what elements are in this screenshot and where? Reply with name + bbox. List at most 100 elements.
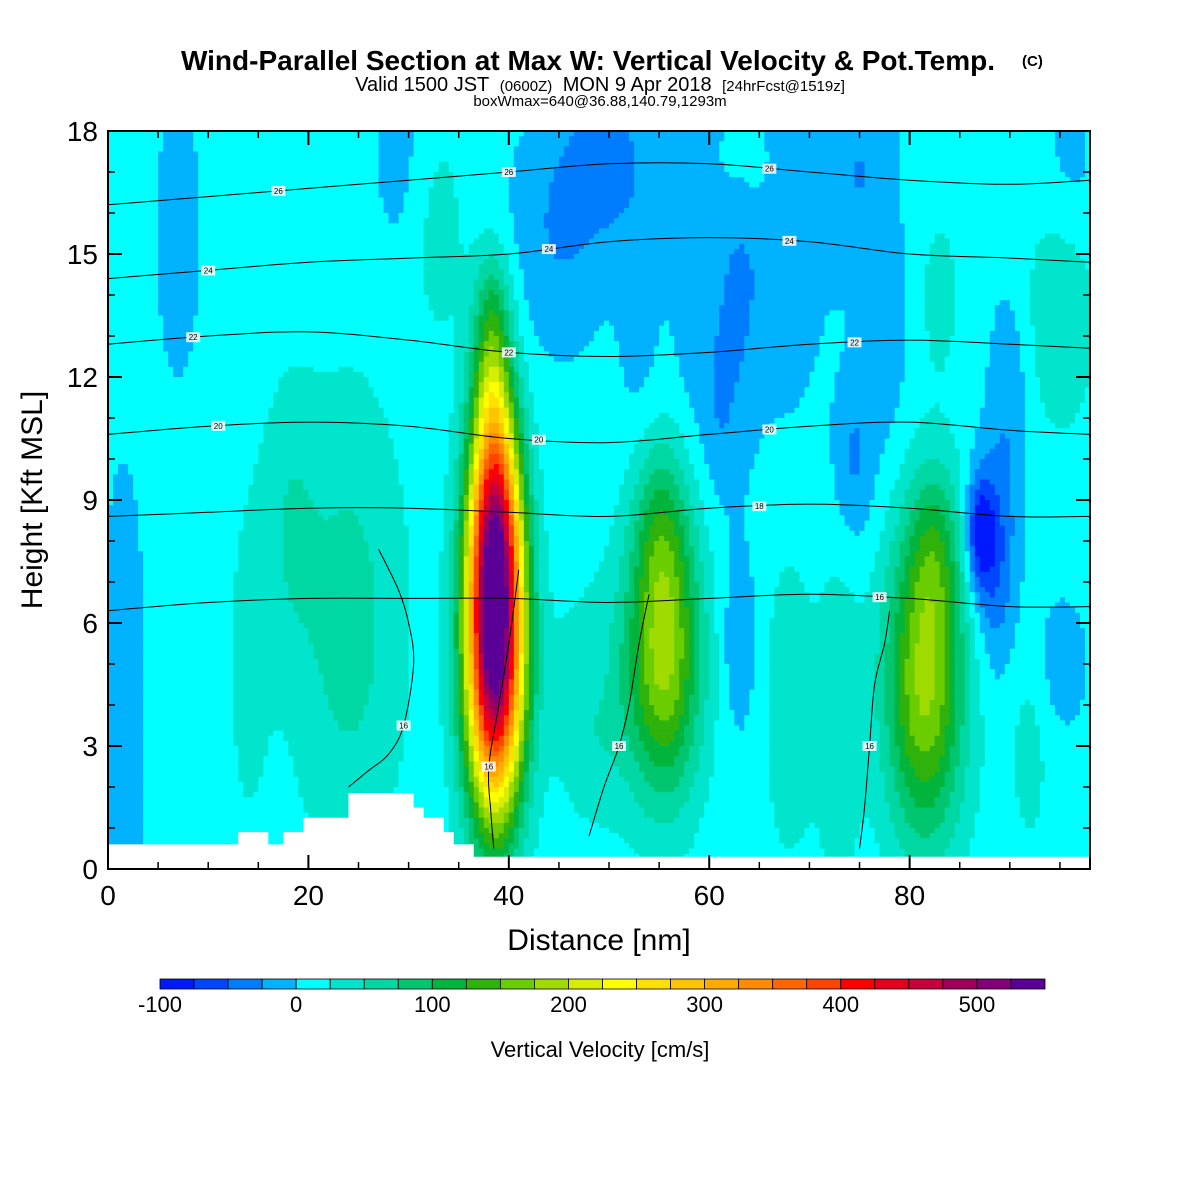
velocity-cell	[568, 141, 635, 147]
velocity-cell	[919, 638, 936, 645]
velocity-cell	[458, 443, 465, 450]
velocity-cell	[488, 448, 500, 455]
velocity-cell	[954, 587, 961, 593]
velocity-cell	[513, 807, 520, 814]
velocity-cell	[473, 443, 480, 450]
velocity-cell	[954, 781, 966, 788]
velocity-cell	[523, 817, 530, 824]
velocity-cell	[503, 505, 510, 511]
velocity-cell	[118, 464, 129, 470]
velocity-cell	[488, 346, 495, 352]
velocity-cell	[518, 756, 525, 762]
velocity-cell	[824, 325, 846, 332]
velocity-cell	[513, 366, 520, 373]
velocity-cell	[468, 597, 475, 604]
velocity-cell	[273, 730, 284, 737]
velocity-cell	[378, 151, 415, 158]
velocity-cell	[984, 382, 1026, 388]
velocity-cell	[934, 694, 946, 701]
velocity-cell	[699, 597, 705, 604]
velocity-cell	[639, 684, 650, 691]
velocity-cell	[138, 546, 239, 552]
velocity-cell	[588, 238, 906, 245]
velocity-cell	[468, 535, 475, 542]
velocity-cell	[243, 505, 284, 511]
velocity-cell	[108, 223, 159, 229]
velocity-cell	[684, 597, 695, 604]
velocity-cell	[714, 356, 745, 363]
velocity-cell	[894, 484, 911, 491]
velocity-cell	[108, 617, 144, 624]
velocity-cell	[468, 397, 475, 404]
velocity-cell	[378, 136, 415, 142]
velocity-cell	[288, 484, 304, 491]
velocity-cell	[453, 602, 460, 609]
velocity-cell	[483, 756, 490, 762]
velocity-cell	[854, 592, 866, 598]
velocity-cell	[744, 525, 851, 532]
velocity-cell	[859, 453, 881, 460]
velocity-cell	[704, 561, 715, 568]
velocity-cell	[954, 443, 976, 450]
velocity-cell	[498, 295, 505, 301]
velocity-cell	[644, 628, 650, 634]
velocity-cell	[498, 464, 505, 470]
velocity-cell	[989, 623, 1001, 629]
velocity-cell	[839, 366, 906, 373]
velocity-cell	[483, 407, 490, 414]
velocity-cell	[959, 602, 966, 609]
velocity-cell	[503, 382, 510, 388]
velocity-cell	[408, 561, 440, 568]
velocity-cell	[538, 464, 630, 470]
velocity-cell	[503, 751, 510, 757]
velocity-cell	[884, 771, 896, 778]
velocity-cell	[108, 766, 144, 773]
velocity-cell	[979, 459, 1011, 465]
velocity-cell	[248, 489, 289, 496]
velocity-cell	[979, 494, 986, 501]
velocity-cell	[909, 587, 916, 593]
velocity-cell	[1014, 756, 1041, 762]
velocity-cell	[538, 510, 545, 516]
velocity-cell	[468, 653, 475, 660]
velocity-cell	[629, 571, 635, 578]
velocity-cell	[498, 361, 505, 368]
velocity-cell	[969, 694, 981, 701]
velocity-cell	[548, 228, 600, 235]
velocity-cell	[108, 443, 259, 450]
velocity-cell	[468, 361, 475, 368]
velocity-cell	[468, 684, 475, 691]
velocity-cell	[644, 515, 655, 522]
velocity-cell	[964, 699, 971, 706]
velocity-cell	[528, 812, 545, 819]
velocity-cell	[674, 530, 685, 537]
velocity-cell	[108, 459, 259, 465]
velocity-cell	[974, 469, 1011, 475]
velocity-cell	[528, 689, 535, 696]
velocity-cell	[483, 689, 490, 696]
velocity-cell	[473, 464, 480, 470]
velocity-cell	[974, 582, 981, 588]
velocity-cell	[238, 541, 284, 547]
velocity-cell	[1014, 525, 1026, 532]
velocity-cell	[478, 325, 485, 332]
velocity-cell	[498, 341, 505, 347]
velocity-cell	[654, 617, 675, 624]
velocity-cell	[503, 715, 510, 721]
velocity-cell	[513, 274, 525, 281]
velocity-cell	[473, 720, 480, 727]
velocity-cell	[994, 515, 1001, 522]
velocity-cell	[724, 284, 755, 291]
velocity-cell	[679, 489, 690, 496]
velocity-cell	[654, 489, 670, 496]
velocity-cell	[108, 756, 144, 762]
velocity-cell	[468, 587, 475, 593]
velocity-cell	[609, 648, 620, 655]
velocity-cell	[198, 279, 425, 286]
velocity-cell	[949, 710, 956, 716]
velocity-cell	[188, 351, 455, 358]
velocity-cell	[518, 320, 535, 327]
velocity-cell	[478, 274, 490, 281]
velocity-cell	[498, 484, 505, 491]
velocity-cell	[528, 617, 535, 624]
